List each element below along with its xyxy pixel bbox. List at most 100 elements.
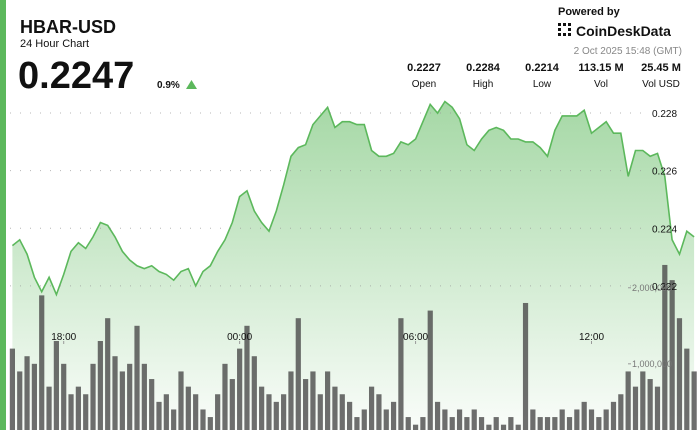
volume-bar [456,409,463,430]
volume-bar [134,325,140,430]
volume-bar [149,379,155,430]
volume-bar [632,386,639,430]
volume-bar [618,394,624,430]
up-arrow [186,80,197,89]
stat-label: Open [412,79,436,90]
timestamp: 2 Oct 2025 15:48 (GMT) [574,46,682,57]
volume-bar [552,417,558,430]
volume-bar [522,302,529,430]
volume-tick-label: 2,000,000 [632,283,672,293]
volume-bar [390,401,397,430]
volume-bar [127,363,133,430]
brand-logo [558,23,571,36]
volume-bar [97,341,103,430]
volume-bar [200,409,206,430]
subtitle: 24 Hour Chart [20,38,89,50]
volume-bar [53,341,59,430]
y-tick-label: 0.222 [652,282,677,293]
volume-bar [39,295,45,430]
volume-bar [625,371,631,430]
x-tick-label: 06:00 [403,332,428,343]
stat-label: Vol USD [642,79,680,90]
x-tick-label: 18:00 [51,332,76,343]
volume-bar [171,409,177,430]
volume-bar [251,356,257,430]
volume-bar [508,417,514,430]
volume-bar [31,363,37,430]
volume-bar [640,371,646,430]
stat-label: High [473,79,494,90]
change: 0.9% [157,80,180,91]
y-tick-label: 0.224 [652,224,677,235]
symbol: HBAR-USD [20,17,116,37]
volume-bar [119,371,125,430]
x-tick-label: 00:00 [227,332,252,343]
stat-value: 0.2227 [407,62,441,74]
volume-bar [317,394,323,430]
volume-bar [46,386,52,430]
volume-bar [325,371,331,430]
volume-bar [412,424,419,430]
volume-bar [434,401,441,430]
volume-bar [332,386,338,430]
volume-bar [156,401,162,430]
y-tick-label: 0.226 [652,167,677,178]
volume-bar [559,409,565,430]
volume-bar [24,356,30,430]
volume-bar [471,409,477,430]
volume-bar [684,348,690,430]
volume-bar [544,417,551,430]
stat-value: 25.45 M [641,62,681,74]
volume-bar [368,386,375,430]
volume-bar [288,371,294,430]
volume-bar [361,409,367,430]
volume-tick-label: 1,000,000 [632,359,672,369]
volume-bar [273,401,279,430]
volume-bar [61,363,67,430]
volume-bar [347,401,353,430]
volume-bar [185,386,191,430]
volume-bar [295,318,301,430]
volume-bar [515,424,521,430]
volume-bar [281,394,287,430]
stat-label: Low [533,79,552,90]
volume-bar [229,379,235,430]
volume-bar [449,417,455,430]
stat-value: 0.2284 [466,62,501,74]
stat-value: 0.2214 [525,62,560,74]
volume-bar [383,409,389,430]
volume-bar [354,417,360,430]
volume-bar [266,394,272,430]
volume-bar [676,318,683,430]
price: 0.2247 [18,55,134,97]
accent-stripe [0,0,6,430]
volume-bar [259,386,265,430]
volume-bar [68,394,74,430]
volume-bar [610,401,617,430]
volume-bar [193,394,199,430]
y-tick-label: 0.228 [652,109,677,120]
volume-bar [90,363,96,430]
volume-bar [486,424,492,430]
volume-bar [83,394,89,430]
volume-bar [105,318,111,430]
volume-bar [215,394,221,430]
volume-bar [596,417,602,430]
volume-bar [303,379,309,430]
volume-bar [222,363,228,430]
volume-bar [310,371,316,430]
volume-bar [112,356,118,430]
volume-bar [662,264,668,430]
volume-bar [398,318,404,430]
volume-bar [442,409,448,430]
stat-label: Vol [594,79,608,90]
volume-bar [207,417,213,430]
volume-bar [669,280,675,430]
volume-bar [464,417,470,430]
volume-bar [17,371,23,430]
volume-bar [654,386,661,430]
volume-bar [9,348,15,430]
volume-bar [427,310,433,430]
volume-bar [647,379,653,430]
